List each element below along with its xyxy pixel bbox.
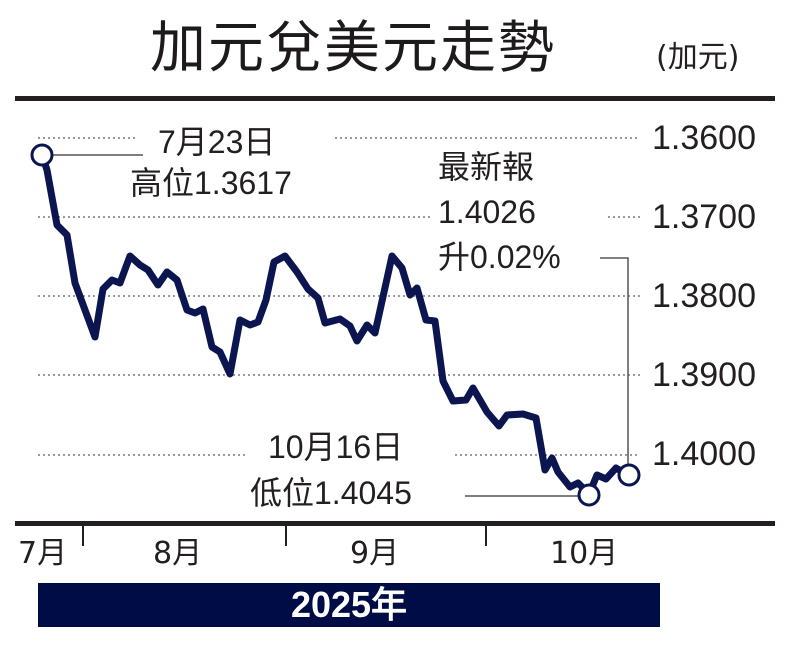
low-value-annotation: 低位1.4045 [250, 475, 412, 511]
x-axis-tick [485, 526, 487, 546]
leader-lines [52, 154, 629, 497]
x-axis-tick [82, 526, 84, 546]
y-tick-label: 1.3800 [652, 277, 756, 315]
cad-usd-line [38, 151, 632, 498]
chart-title: 加元兌美元走勢 [150, 16, 556, 81]
high-value-annotation: 高位1.3617 [130, 165, 292, 201]
latest-point-marker [617, 463, 641, 487]
year-label: 2025年 [290, 584, 408, 625]
low-date-annotation: 10月16日 [268, 429, 404, 465]
y-tick-label: 1.3700 [652, 198, 756, 236]
top-rule-divider [15, 96, 775, 101]
year-banner: 2025年 [38, 583, 660, 627]
y-tick-label: 1.3600 [652, 119, 756, 157]
latest-leader-line [600, 257, 629, 466]
latest-change-annotation: 升0.02% [438, 239, 561, 275]
month-label-sep: 9月 [350, 536, 400, 571]
month-label-aug: 8月 [153, 536, 203, 571]
month-label-oct: 10月 [550, 536, 619, 571]
latest-value-annotation: 1.4026 [438, 194, 536, 230]
x-axis-line [15, 521, 775, 526]
x-axis-tick [285, 526, 287, 546]
y-tick-label: 1.3900 [652, 356, 756, 394]
low-point-marker [577, 483, 601, 507]
y-tick-label: 1.4000 [652, 435, 756, 473]
latest-title-annotation: 最新報 [438, 149, 535, 185]
high-point-marker [30, 143, 54, 167]
high-date-annotation: 7月23日 [158, 124, 276, 160]
gridlines [38, 137, 640, 456]
unit-label: (加元) [656, 40, 740, 75]
month-label-jul: 7月 [18, 536, 68, 571]
